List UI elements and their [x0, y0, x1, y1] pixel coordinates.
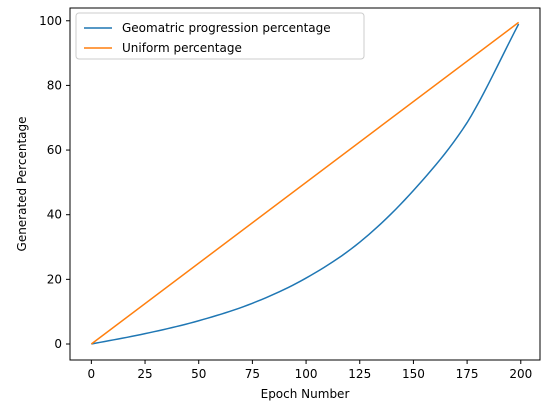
series-line-0 — [91, 23, 520, 345]
x-axis-label: Epoch Number — [261, 387, 350, 401]
legend: Geomatric progression percentage Uniform… — [75, 12, 365, 60]
x-tick-label: 175 — [456, 367, 479, 381]
plot-lines — [90, 21, 520, 345]
y-tick-label: 40 — [47, 208, 62, 222]
x-tick-label: 50 — [191, 367, 206, 381]
y-tick-label: 20 — [47, 272, 62, 286]
x-axis-ticks: 0 25 50 75 100 125 150 175 200 — [88, 360, 532, 381]
x-tick-label: 200 — [509, 367, 532, 381]
x-tick-label: 25 — [137, 367, 152, 381]
x-tick-label: 150 — [402, 367, 425, 381]
legend-box — [75, 12, 365, 60]
legend-entry-geometric: Geomatric progression percentage — [122, 21, 331, 35]
plot-frame — [69, 7, 541, 361]
legend-entry-uniform: Uniform percentage — [122, 41, 242, 55]
y-axis-label: Generated Percentage — [15, 117, 29, 252]
y-tick-label: 60 — [47, 143, 62, 157]
x-tick-label: 0 — [88, 367, 96, 381]
y-axis-ticks: 0 20 40 60 80 100 — [39, 14, 70, 351]
x-tick-label: 125 — [348, 367, 371, 381]
y-tick-label: 80 — [47, 78, 62, 92]
y-tick-label: 100 — [39, 14, 62, 28]
y-tick-label: 0 — [54, 337, 62, 351]
series-line-1 — [90, 21, 520, 345]
x-tick-label: 75 — [245, 367, 260, 381]
x-tick-label: 100 — [295, 367, 318, 381]
